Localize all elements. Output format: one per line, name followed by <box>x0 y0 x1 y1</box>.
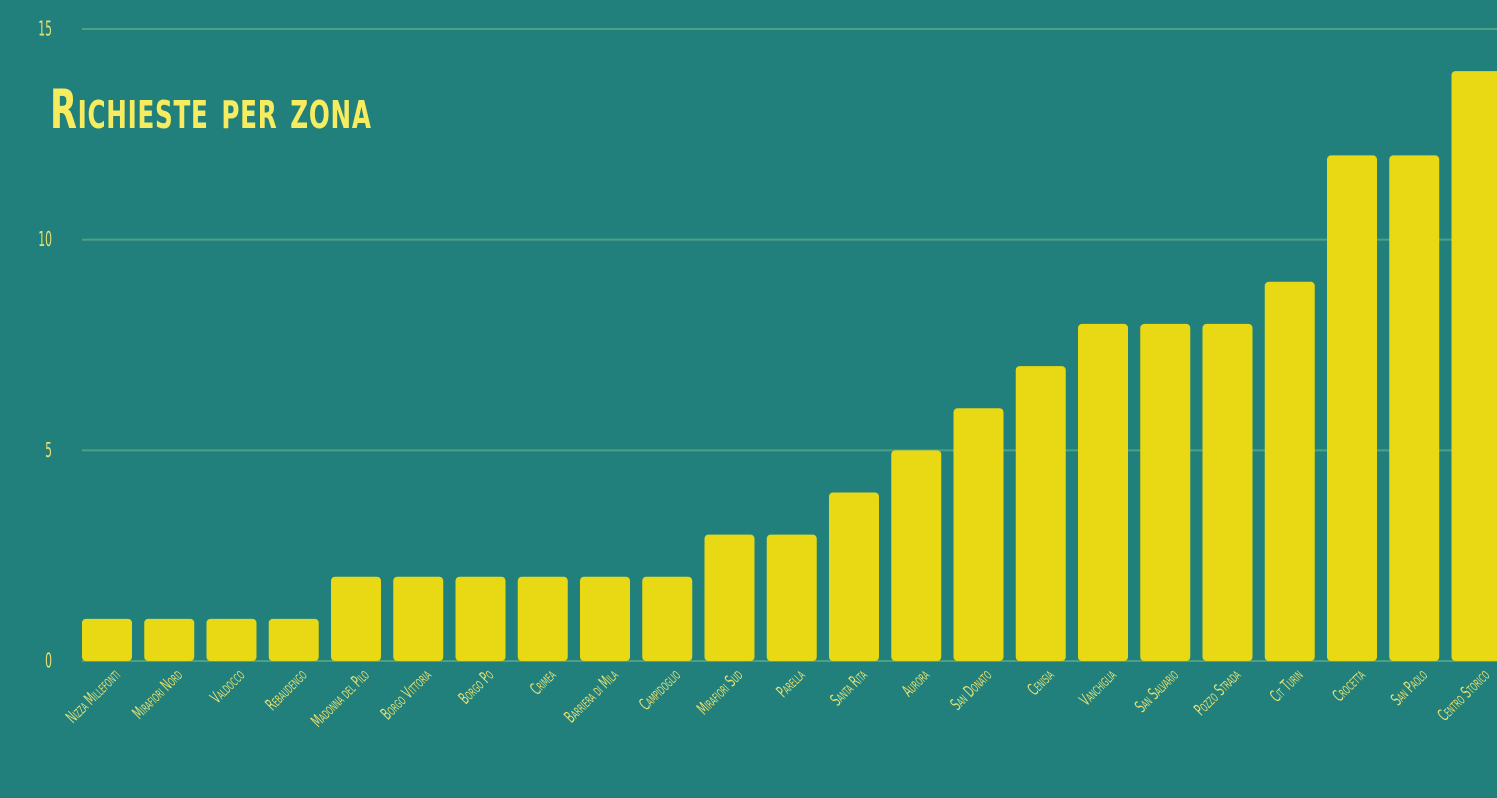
y-tick-label: 0 <box>45 649 52 672</box>
bar <box>705 535 755 661</box>
x-tick-label: Centro Storico <box>1434 666 1493 725</box>
bar <box>1016 366 1066 661</box>
x-tick-label: Aurora <box>899 665 934 700</box>
x-tick-label: Cenisia <box>1024 665 1058 699</box>
x-tick-label: Mirafiori Sud <box>694 666 747 719</box>
x-tick-label: Crimea <box>527 665 561 699</box>
bar <box>891 450 941 661</box>
bar <box>82 619 132 661</box>
bar <box>580 577 630 661</box>
y-tick-label: 5 <box>45 439 52 462</box>
bar <box>954 408 1004 661</box>
x-tick-label: Vanchiglia <box>1076 665 1121 710</box>
x-tick-label: Crocetta <box>1329 665 1370 706</box>
bars <box>82 71 1497 661</box>
bar <box>1452 71 1497 661</box>
x-tick-label: Campidoglio <box>636 666 685 715</box>
bar <box>1327 155 1377 661</box>
x-tick-label: Mirafiori Nord <box>129 666 186 723</box>
bar <box>1265 282 1315 661</box>
bar <box>829 492 879 661</box>
bar <box>144 619 194 661</box>
x-tick-label: Pozzo Strada <box>1191 665 1245 719</box>
bar <box>456 577 506 661</box>
x-tick-label: San Salvario <box>1132 666 1183 717</box>
x-tick-label: Borgo Vittoria <box>378 665 437 724</box>
bar <box>767 535 817 661</box>
x-tick-label: Rebaudengo <box>262 666 311 715</box>
bar <box>269 619 319 661</box>
chart-title: Richieste per zona <box>50 78 372 141</box>
bar <box>1389 155 1439 661</box>
x-tick-label: Borgo Po <box>455 666 498 709</box>
x-tick-label: San Donato <box>947 666 996 715</box>
bar <box>207 619 257 661</box>
bar <box>1078 324 1128 661</box>
x-tick-label: Santa Rita <box>827 665 872 710</box>
y-tick-label: 15 <box>38 17 52 40</box>
x-tick-label: Cit Turin <box>1267 666 1307 706</box>
x-tick-label: Parella <box>773 665 809 701</box>
x-tick-label: Nizza Millefonti <box>63 666 125 728</box>
bar <box>393 577 443 661</box>
bar <box>642 577 692 661</box>
x-tick-label: Barriera di Mila <box>561 665 623 727</box>
x-tick-label: San Paolo <box>1388 666 1432 710</box>
bar <box>1203 324 1253 661</box>
bar <box>518 577 568 661</box>
bar <box>1140 324 1190 661</box>
y-tick-label: 10 <box>38 228 52 251</box>
x-tick-label: Madonna del Pilo <box>308 666 373 731</box>
x-tick-label: Valdocco <box>207 666 249 708</box>
bar <box>331 577 381 661</box>
